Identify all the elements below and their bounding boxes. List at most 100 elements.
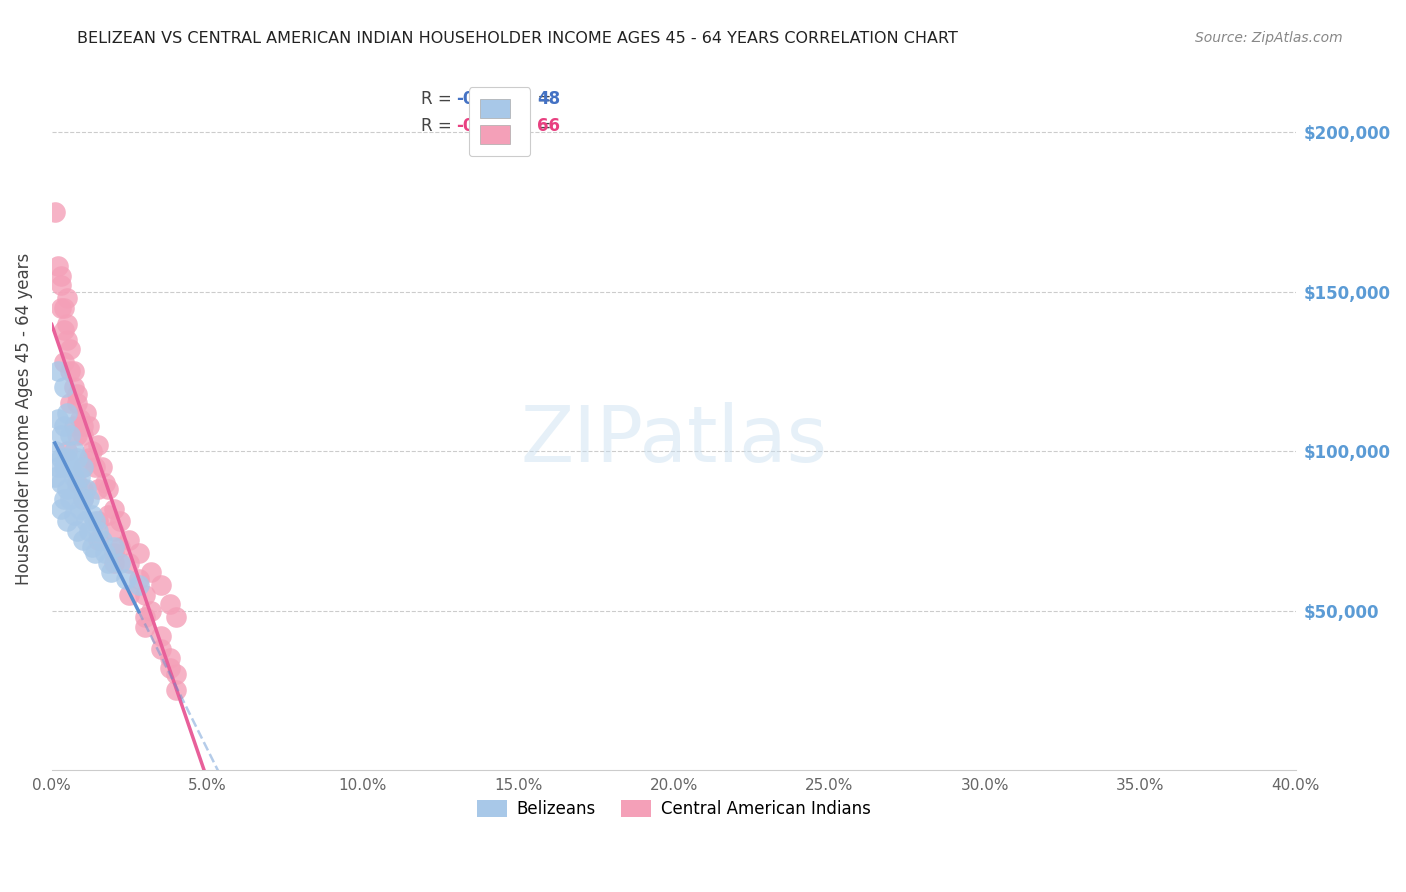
Point bbox=[82, 508, 104, 522]
Point bbox=[93, 546, 115, 560]
Point bbox=[69, 501, 91, 516]
Point bbox=[72, 460, 94, 475]
Text: BELIZEAN VS CENTRAL AMERICAN INDIAN HOUSEHOLDER INCOME AGES 45 - 64 YEARS CORREL: BELIZEAN VS CENTRAL AMERICAN INDIAN HOUS… bbox=[77, 31, 959, 46]
Point bbox=[56, 450, 79, 465]
Point bbox=[56, 483, 79, 497]
Point bbox=[128, 572, 150, 586]
Point bbox=[77, 418, 100, 433]
Point bbox=[56, 291, 79, 305]
Text: -0.555: -0.555 bbox=[456, 117, 515, 135]
Point bbox=[72, 460, 94, 475]
Point bbox=[87, 514, 110, 528]
Point bbox=[53, 460, 76, 475]
Point bbox=[49, 301, 72, 315]
Y-axis label: Householder Income Ages 45 - 64 years: Householder Income Ages 45 - 64 years bbox=[15, 253, 32, 585]
Point bbox=[65, 483, 87, 497]
Point bbox=[118, 556, 141, 570]
Point bbox=[62, 418, 84, 433]
Text: -0.280: -0.280 bbox=[456, 90, 516, 109]
Point bbox=[65, 450, 87, 465]
Point bbox=[103, 524, 125, 538]
Point bbox=[72, 491, 94, 506]
Point bbox=[56, 444, 79, 458]
Point bbox=[100, 566, 122, 580]
Point bbox=[128, 546, 150, 560]
Point bbox=[62, 444, 84, 458]
Point bbox=[165, 683, 187, 698]
Point bbox=[65, 428, 87, 442]
Point bbox=[65, 476, 87, 491]
Point bbox=[53, 355, 76, 369]
Point bbox=[159, 661, 181, 675]
Point bbox=[165, 667, 187, 681]
Point bbox=[53, 301, 76, 315]
Point bbox=[65, 524, 87, 538]
Point bbox=[49, 501, 72, 516]
Point bbox=[56, 317, 79, 331]
Point bbox=[134, 610, 156, 624]
Text: R =: R = bbox=[422, 90, 457, 109]
Point bbox=[108, 540, 131, 554]
Point bbox=[44, 469, 66, 483]
Point bbox=[87, 438, 110, 452]
Point bbox=[72, 533, 94, 548]
Point bbox=[59, 396, 82, 410]
Point bbox=[97, 483, 120, 497]
Point bbox=[97, 556, 120, 570]
Point bbox=[97, 508, 120, 522]
Point bbox=[59, 428, 82, 442]
Point bbox=[46, 412, 69, 426]
Point bbox=[108, 556, 131, 570]
Point bbox=[84, 546, 107, 560]
Text: 48: 48 bbox=[537, 90, 560, 109]
Point bbox=[53, 491, 76, 506]
Point bbox=[87, 483, 110, 497]
Point bbox=[62, 380, 84, 394]
Point bbox=[103, 501, 125, 516]
Point bbox=[118, 533, 141, 548]
Point bbox=[46, 460, 69, 475]
Point bbox=[65, 386, 87, 401]
Point bbox=[159, 597, 181, 611]
Point bbox=[141, 566, 163, 580]
Point bbox=[59, 342, 82, 356]
Point bbox=[59, 460, 82, 475]
Point bbox=[59, 364, 82, 378]
Point bbox=[75, 514, 97, 528]
Point bbox=[90, 533, 112, 548]
Point bbox=[84, 460, 107, 475]
Point bbox=[62, 469, 84, 483]
Point bbox=[72, 483, 94, 497]
Point bbox=[72, 428, 94, 442]
Point bbox=[87, 533, 110, 548]
Point bbox=[65, 396, 87, 410]
Point bbox=[149, 641, 172, 656]
Point bbox=[69, 412, 91, 426]
Point bbox=[118, 588, 141, 602]
Point bbox=[56, 406, 79, 420]
Point bbox=[103, 540, 125, 554]
Point bbox=[53, 418, 76, 433]
Point bbox=[90, 460, 112, 475]
Point bbox=[72, 491, 94, 506]
Point bbox=[115, 572, 138, 586]
Point bbox=[134, 588, 156, 602]
Point bbox=[77, 491, 100, 506]
Point bbox=[84, 514, 107, 528]
Point bbox=[103, 546, 125, 560]
Point bbox=[75, 406, 97, 420]
Point bbox=[56, 514, 79, 528]
Point bbox=[46, 364, 69, 378]
Point bbox=[87, 524, 110, 538]
Point bbox=[77, 524, 100, 538]
Point bbox=[69, 469, 91, 483]
Point bbox=[159, 651, 181, 665]
Point bbox=[56, 333, 79, 347]
Point bbox=[82, 540, 104, 554]
Point bbox=[128, 578, 150, 592]
Point bbox=[82, 444, 104, 458]
Point bbox=[49, 450, 72, 465]
Point bbox=[59, 491, 82, 506]
Text: R =: R = bbox=[422, 117, 457, 135]
Point bbox=[75, 483, 97, 497]
